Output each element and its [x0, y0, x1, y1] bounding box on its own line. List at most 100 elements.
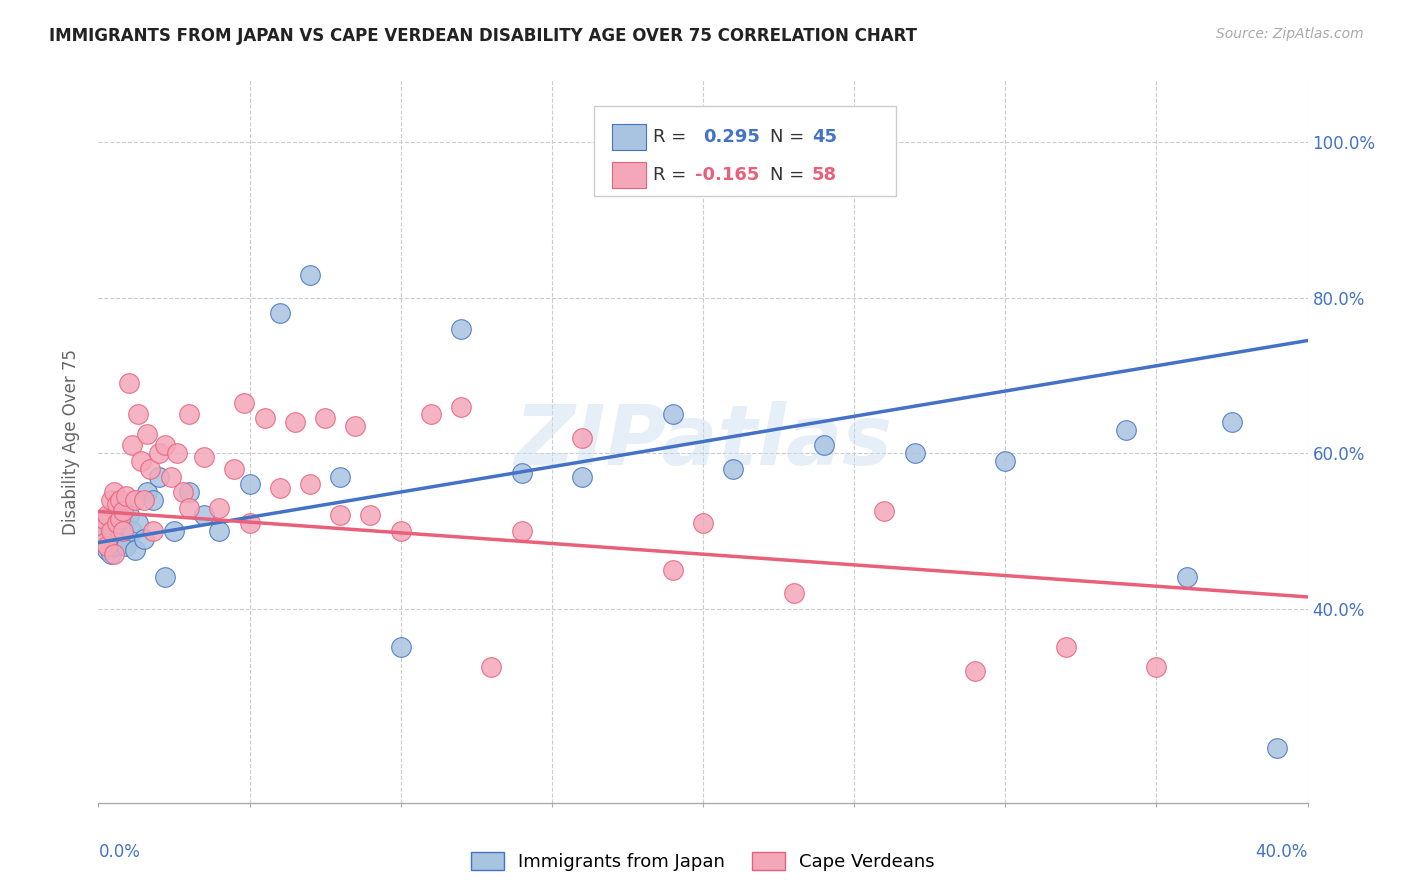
Point	[114, 489, 136, 503]
Point	[873, 504, 896, 518]
Point	[571, 431, 593, 445]
Text: 0.295: 0.295	[703, 128, 759, 145]
Point	[132, 532, 155, 546]
Point	[179, 408, 201, 422]
Point	[329, 469, 352, 483]
Point	[1267, 741, 1289, 756]
Point	[96, 543, 118, 558]
Point	[314, 411, 336, 425]
Text: N =: N =	[769, 128, 810, 145]
Point	[510, 524, 533, 538]
Point	[105, 497, 128, 511]
Point	[723, 461, 745, 475]
Point	[96, 516, 118, 530]
Point	[253, 411, 276, 425]
Point	[153, 570, 176, 584]
Point	[142, 524, 165, 538]
Point	[389, 640, 412, 655]
Point	[344, 419, 367, 434]
Point	[96, 508, 118, 523]
Point	[148, 446, 170, 460]
Point	[96, 540, 118, 554]
Point	[904, 446, 927, 460]
Point	[193, 450, 215, 464]
Point	[103, 540, 125, 554]
Point	[153, 438, 176, 452]
Point	[1144, 660, 1167, 674]
Text: IMMIGRANTS FROM JAPAN VS CAPE VERDEAN DISABILITY AGE OVER 75 CORRELATION CHART: IMMIGRANTS FROM JAPAN VS CAPE VERDEAN DI…	[49, 27, 917, 45]
Point	[105, 532, 128, 546]
Point	[661, 408, 683, 422]
Point	[269, 481, 291, 495]
Point	[111, 535, 134, 549]
FancyBboxPatch shape	[613, 162, 647, 188]
Point	[142, 492, 165, 507]
Legend: Immigrants from Japan, Cape Verdeans: Immigrants from Japan, Cape Verdeans	[464, 845, 942, 879]
Y-axis label: Disability Age Over 75: Disability Age Over 75	[62, 349, 80, 534]
Text: R =: R =	[654, 128, 692, 145]
Point	[179, 485, 201, 500]
Point	[1175, 570, 1198, 584]
Point	[813, 438, 835, 452]
Point	[510, 466, 533, 480]
Text: 58: 58	[811, 166, 837, 184]
Point	[132, 492, 155, 507]
Point	[239, 516, 262, 530]
Point	[100, 524, 122, 538]
Point	[124, 543, 146, 558]
Text: -0.165: -0.165	[695, 166, 759, 184]
Text: 40.0%: 40.0%	[1256, 843, 1308, 861]
Point	[118, 508, 141, 523]
Point	[135, 485, 157, 500]
Point	[108, 524, 131, 538]
Point	[284, 415, 307, 429]
Point	[121, 438, 143, 452]
Point	[105, 516, 128, 530]
Point	[127, 516, 149, 530]
Point	[208, 500, 231, 515]
Point	[105, 516, 128, 530]
Point	[93, 535, 115, 549]
Point	[299, 477, 322, 491]
Point	[172, 485, 194, 500]
Point	[1220, 415, 1243, 429]
Point	[139, 461, 162, 475]
Point	[1054, 640, 1077, 655]
Point	[121, 524, 143, 538]
Point	[114, 540, 136, 554]
Text: 45: 45	[811, 128, 837, 145]
Point	[179, 500, 201, 515]
Point	[783, 586, 806, 600]
Point	[299, 268, 322, 282]
Point	[329, 508, 352, 523]
Point	[163, 524, 186, 538]
Point	[93, 535, 115, 549]
Point	[108, 512, 131, 526]
Point	[450, 400, 472, 414]
Point	[269, 306, 291, 320]
Point	[111, 512, 134, 526]
Point	[111, 524, 134, 538]
Point	[232, 395, 254, 409]
Point	[103, 524, 125, 538]
Text: 0.0%: 0.0%	[98, 843, 141, 861]
Point	[135, 426, 157, 441]
Point	[93, 524, 115, 538]
Point	[389, 524, 412, 538]
Point	[571, 469, 593, 483]
Point	[148, 469, 170, 483]
Point	[994, 454, 1017, 468]
Point	[692, 516, 714, 530]
Point	[661, 563, 683, 577]
Point	[103, 485, 125, 500]
Point	[127, 408, 149, 422]
Point	[90, 532, 112, 546]
Point	[965, 664, 987, 678]
FancyBboxPatch shape	[613, 124, 647, 150]
Text: N =: N =	[769, 166, 810, 184]
Point	[129, 454, 152, 468]
Text: ZIPatlas: ZIPatlas	[515, 401, 891, 482]
Point	[118, 376, 141, 391]
Point	[108, 492, 131, 507]
Point	[208, 524, 231, 538]
